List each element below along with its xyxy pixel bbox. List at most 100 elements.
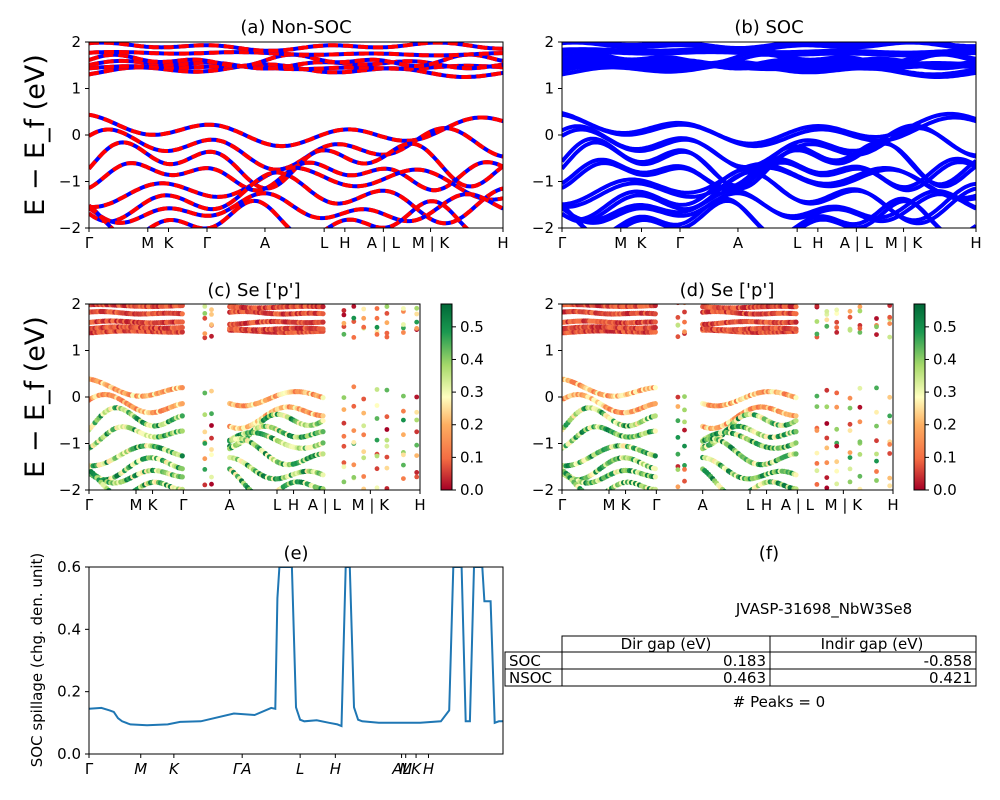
proj-point: [824, 421, 830, 426]
panel-c-xtick-label: H: [288, 496, 299, 514]
proj-point: [587, 493, 592, 498]
proj-point: [320, 440, 326, 446]
proj-point: [351, 304, 357, 309]
proj-point: [374, 437, 380, 443]
proj-point: [834, 311, 840, 316]
soc-band-line: [562, 162, 976, 207]
proj-point: [857, 308, 863, 314]
proj-point: [793, 440, 799, 446]
soc-indir-gap: -0.858: [924, 652, 972, 670]
proj-point: [675, 334, 681, 340]
proj-point: [202, 304, 208, 309]
nonsoc-band-line: [89, 165, 503, 209]
proj-point: [320, 311, 326, 317]
panel-d-xtick-label: K: [621, 496, 632, 514]
panel-d-ytick-label: −2: [532, 481, 554, 499]
panel-d-ytick-label: −1: [532, 435, 554, 453]
proj-point: [814, 482, 820, 487]
proj-point: [414, 453, 420, 458]
proj-point: [887, 314, 893, 320]
proj-point: [341, 395, 347, 400]
proj-point: [874, 458, 879, 464]
proj-point: [414, 429, 420, 435]
soc-band-line: [562, 156, 976, 190]
proj-point: [374, 315, 380, 321]
proj-point: [259, 494, 264, 499]
panel-c-title: (c) Se ['p']: [207, 280, 300, 301]
proj-point: [179, 466, 185, 472]
proj-point: [384, 454, 390, 460]
header-dir-gap: Dir gap (eV): [621, 635, 712, 653]
proj-point: [320, 413, 326, 419]
proj-point: [682, 329, 687, 335]
proj-point: [179, 413, 185, 419]
proj-point: [652, 453, 658, 459]
proj-point: [361, 455, 367, 461]
proj-point: [682, 407, 687, 413]
proj-point: [361, 423, 367, 429]
proj-point: [887, 304, 893, 308]
proj-point: [675, 467, 681, 472]
panel-a-xtick-label: A: [260, 234, 271, 252]
proj-point: [814, 331, 820, 337]
soc-band-line: [562, 188, 976, 223]
proj-point: [320, 326, 326, 332]
panel-e-frame: [88, 566, 504, 755]
proj-point: [814, 393, 820, 399]
proj-point: [887, 451, 893, 456]
spillage-xtick-label: Γ: [85, 760, 94, 778]
proj-point: [682, 419, 687, 425]
proj-point: [401, 393, 406, 399]
proj-point: [209, 474, 214, 480]
proj-point: [728, 493, 733, 498]
proj-point: [834, 443, 840, 449]
colorbar-tick-label: 0.2: [933, 416, 957, 434]
proj-point: [824, 309, 830, 314]
proj-point: [179, 311, 185, 317]
proj-point: [593, 493, 598, 498]
panel-f: (f) JVASP-31698_NbW3Se8 Dir gap (eV) Ind…: [504, 543, 977, 711]
proj-point: [106, 487, 112, 490]
proj-point: [732, 494, 737, 499]
proj-point: [341, 433, 347, 439]
table-row-nsoc: [504, 668, 977, 687]
proj-point: [652, 385, 658, 391]
proj-point: [320, 304, 326, 310]
proj-point: [834, 307, 840, 313]
panel-d-xtick-label: M: [603, 496, 616, 514]
colorbar-tick-label: 0.2: [460, 416, 484, 434]
proj-point: [682, 443, 687, 449]
panel-d-xtick-label: A: [698, 496, 709, 514]
proj-point: [255, 493, 260, 498]
panel-c-xtick-label: Γ: [85, 496, 94, 514]
proj-point: [384, 330, 390, 336]
proj-point: [874, 451, 879, 457]
proj-point: [793, 319, 799, 325]
panel-a-xtick-label: Γ: [203, 234, 212, 252]
panel-c-ytick-label: −2: [59, 481, 81, 499]
proj-point: [341, 331, 347, 337]
proj-point: [209, 307, 214, 313]
soc-band-line: [562, 112, 976, 149]
proj-point: [682, 319, 687, 325]
proj-point: [652, 311, 658, 317]
proj-point: [118, 493, 123, 498]
proj-point: [414, 319, 420, 325]
colorbar-tick-label: 0.0: [933, 481, 957, 499]
proj-point: [401, 462, 406, 468]
proj-point: [730, 493, 735, 498]
proj-point: [202, 429, 208, 435]
proj-point: [384, 311, 390, 316]
proj-point: [675, 322, 681, 328]
panel-d-ytick-label: 1: [544, 342, 554, 360]
proj-point: [351, 335, 357, 340]
proj-point: [374, 453, 380, 459]
panel-b-ytick-label: −2: [532, 219, 554, 237]
proj-point: [887, 394, 893, 400]
